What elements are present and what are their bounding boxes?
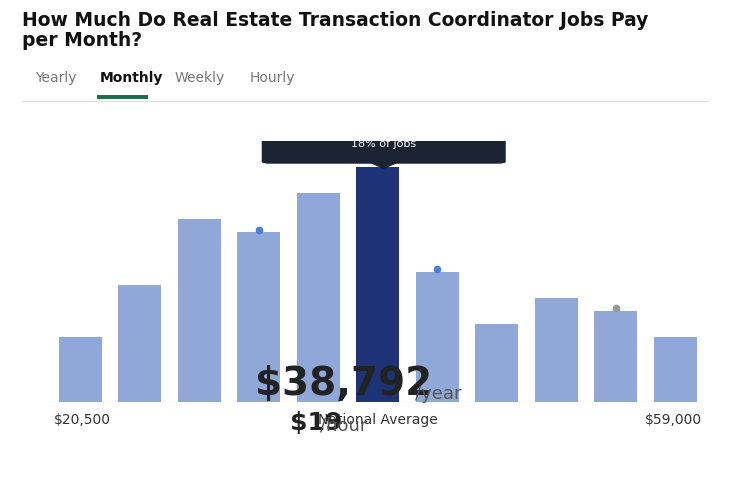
- Bar: [535, 298, 577, 402]
- Text: National Average: National Average: [318, 413, 438, 427]
- Text: How Much Do Real Estate Transaction Coordinator Jobs Pay: How Much Do Real Estate Transaction Coor…: [22, 11, 648, 30]
- Bar: [58, 337, 101, 402]
- Bar: [297, 193, 339, 402]
- Text: $38,792 a year: $38,792 a year: [338, 113, 430, 123]
- Text: Monthly: Monthly: [100, 71, 164, 85]
- Bar: [475, 324, 518, 402]
- Text: $20,500: $20,500: [53, 413, 110, 427]
- Bar: [356, 167, 399, 402]
- Bar: [118, 285, 161, 402]
- Text: per Month?: per Month?: [22, 31, 142, 50]
- Text: The average salary is: The average salary is: [318, 104, 449, 114]
- Text: Hourly: Hourly: [250, 71, 296, 85]
- Bar: [654, 337, 697, 402]
- Text: $38,792: $38,792: [255, 365, 432, 403]
- Bar: [178, 219, 220, 402]
- Bar: [416, 272, 458, 402]
- Polygon shape: [367, 162, 400, 169]
- Text: Weekly: Weekly: [175, 71, 226, 85]
- Bar: [237, 232, 280, 402]
- Bar: [594, 311, 637, 402]
- Text: Yearly: Yearly: [35, 71, 77, 85]
- Text: $59,000: $59,000: [645, 413, 702, 427]
- Text: $19: $19: [290, 411, 342, 435]
- Text: $38,000 - $41,499: $38,000 - $41,499: [337, 128, 431, 141]
- FancyBboxPatch shape: [262, 97, 506, 164]
- Text: 18% of jobs: 18% of jobs: [351, 139, 416, 149]
- Text: /hour: /hour: [320, 417, 367, 435]
- Text: /year: /year: [415, 385, 461, 403]
